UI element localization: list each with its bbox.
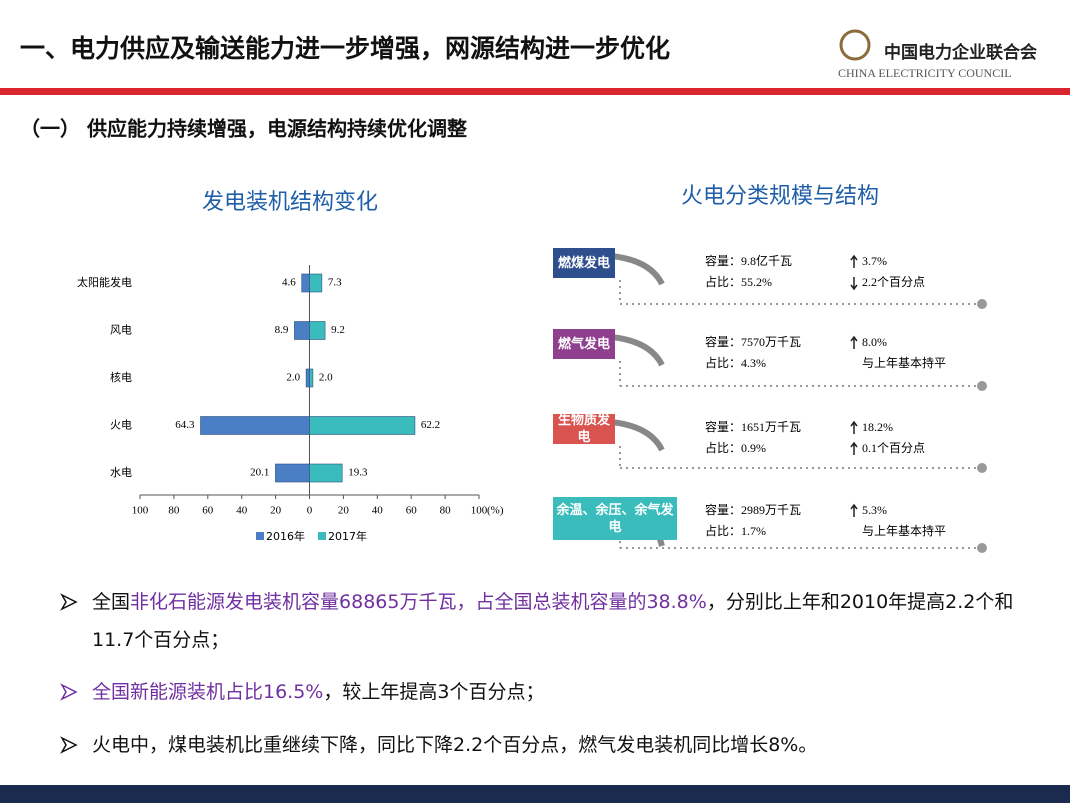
separator-end — [977, 381, 987, 391]
header-rule — [0, 88, 1070, 95]
trend-arrow — [850, 254, 858, 268]
value-label: 9.2 — [331, 324, 345, 336]
bullet-marker — [60, 683, 78, 701]
y-tick-label: 风电 — [110, 324, 132, 337]
chart-title: 发电装机结构变化 — [202, 190, 378, 215]
bullet: 全国非化石能源发电装机容量68865万千瓦，占全国总装机容量的38.8%，分别比… — [92, 583, 1022, 659]
bullet-text: ，较上年提高3个百分点； — [323, 681, 545, 703]
x-tick-label: 20 — [270, 505, 282, 517]
logo — [839, 29, 871, 61]
bar — [309, 463, 343, 483]
diagram-title: 火电分类规模与结构 — [681, 184, 879, 209]
x-tick-label: 40 — [372, 505, 384, 517]
y-tick-label: 太阳能发电 — [77, 275, 132, 289]
capacity-change: 3.7% — [862, 254, 887, 268]
value-label: 2.0 — [286, 372, 300, 384]
value-label: 20.1 — [250, 467, 269, 479]
trend-arrow — [850, 441, 858, 455]
x-tick-label: 40 — [236, 505, 248, 517]
category-label: 生物质发电 — [553, 413, 615, 445]
bullet-marker — [60, 736, 78, 754]
bar — [305, 368, 310, 388]
trend-arrow — [850, 335, 858, 349]
separator-end — [977, 463, 987, 473]
x-tick-label: 100 — [132, 505, 149, 517]
label-tail — [610, 253, 665, 286]
share-change: 2.2个百分点 — [862, 275, 925, 289]
y-tick-label: 核电 — [110, 370, 132, 384]
value-label: 2.0 — [319, 372, 333, 384]
separator-end — [977, 299, 987, 309]
footer-bar — [0, 785, 1070, 803]
value-label: 62.2 — [421, 419, 440, 431]
share: 占比：0.9% — [705, 440, 766, 455]
category-label: 余温、余压、余气发电 — [553, 497, 677, 540]
value-label: 19.3 — [348, 467, 368, 479]
bar — [294, 321, 310, 340]
y-tick-label: 火电 — [110, 419, 132, 432]
y-tick-label: 水电 — [110, 466, 132, 479]
value-label: 7.3 — [328, 277, 342, 289]
share-change: 与上年基本持平 — [862, 355, 946, 370]
bar — [309, 416, 416, 435]
value-label: 64.3 — [175, 419, 195, 431]
bar — [309, 273, 323, 293]
capacity: 容量：2989万千瓦 — [705, 502, 801, 517]
legend-swatch — [256, 532, 264, 540]
legend-label: 2017年 — [328, 529, 367, 543]
bar — [309, 321, 326, 340]
section-title: （一） 供应能力持续增强，电源结构持续优化调整 — [20, 117, 467, 141]
category-label: 燃气发电 — [553, 329, 615, 359]
x-tick-label: 0 — [307, 505, 313, 517]
bar — [275, 463, 310, 483]
legend-label: 2016年 — [266, 529, 305, 543]
x-tick-label: 60 — [406, 505, 418, 517]
x-tick-label: 80 — [440, 505, 452, 517]
x-axis-label: (%) — [487, 505, 504, 517]
share-change: 与上年基本持平 — [862, 523, 946, 538]
label-tail — [610, 419, 665, 452]
org-name: 中国电力企业联合会 — [884, 42, 1037, 63]
legend-swatch — [318, 532, 326, 540]
x-tick-label: 20 — [338, 505, 350, 517]
share-change: 0.1个百分点 — [862, 441, 925, 455]
bullet: 全国新能源装机占比16.5%，较上年提高3个百分点； — [92, 673, 1022, 711]
capacity-change: 18.2% — [862, 420, 893, 434]
share: 占比：4.3% — [705, 355, 766, 370]
bullet: 火电中，煤电装机比重继续下降，同比下降2.2个百分点，燃气发电装机同比增长8%。 — [92, 726, 1022, 764]
bullet-text: 非化石能源发电装机容量68865万千瓦，占全国总装机容量的38.8% — [130, 591, 707, 613]
bullet-text: 全国新能源装机占比16.5% — [92, 681, 324, 703]
separator-end — [977, 543, 987, 553]
slide-title: 一、电力供应及输送能力进一步增强，网源结构进一步优化 — [20, 34, 670, 63]
trend-arrow — [850, 277, 858, 291]
category-label: 燃煤发电 — [553, 248, 615, 278]
bullet-text: 全国 — [92, 591, 131, 613]
capacity: 容量：9.8亿千瓦 — [705, 253, 792, 268]
capacity-change: 8.0% — [862, 335, 887, 349]
capacity-change: 5.3% — [862, 503, 887, 517]
bar — [200, 416, 310, 435]
bar — [309, 368, 314, 388]
org-name-en: CHINA ELECTRICITY COUNCIL — [838, 66, 1012, 80]
bullet-marker — [60, 593, 78, 611]
share: 占比：55.2% — [705, 274, 772, 289]
label-tail — [610, 334, 665, 367]
bar — [301, 273, 310, 293]
bullet-text: 火电中，煤电装机比重继续下降，同比下降2.2个百分点，燃气发电装机同比增长8%。 — [92, 734, 818, 756]
value-label: 4.6 — [282, 277, 296, 289]
capacity: 容量：1651万千瓦 — [705, 419, 801, 434]
x-tick-label: 60 — [202, 505, 214, 517]
trend-arrow — [850, 420, 858, 434]
share: 占比：1.7% — [705, 523, 766, 538]
capacity: 容量：7570万千瓦 — [705, 334, 801, 349]
trend-arrow — [850, 503, 858, 517]
bullet-text: ，分别比上年和2010年提高2.2个和11.7个百分点； — [92, 591, 1014, 651]
x-tick-label: 80 — [168, 505, 180, 517]
x-tick-label: 100 — [471, 505, 488, 517]
value-label: 8.9 — [275, 324, 289, 336]
